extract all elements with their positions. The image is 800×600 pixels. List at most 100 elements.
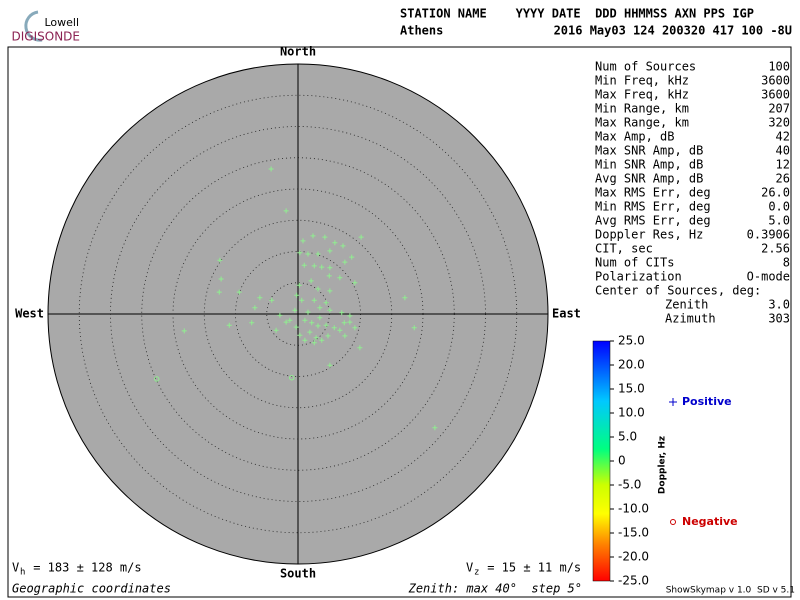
stat-value: 5.0 xyxy=(768,214,790,228)
source-point xyxy=(317,315,323,321)
source-point xyxy=(332,240,338,246)
source-point xyxy=(311,340,317,346)
source-point xyxy=(432,425,438,431)
colorbar-tick-label: 25.0 xyxy=(618,334,645,348)
coords-label: Geographic coordinates xyxy=(12,582,171,596)
version: ShowSkymap v 1.0 SD v 5.1 xyxy=(666,586,795,596)
stat-value: 3600 xyxy=(761,88,790,102)
stat-label: Num of Sources xyxy=(595,60,696,74)
center-label: Center of Sources, deg: xyxy=(595,284,761,298)
source-point xyxy=(357,345,363,351)
colorbar-tick-label: 5.0 xyxy=(618,430,637,444)
source-point xyxy=(292,307,298,313)
source-point xyxy=(297,332,303,338)
source-point xyxy=(268,166,274,172)
source-point xyxy=(337,327,343,333)
center-azimuth: 303 xyxy=(768,312,790,326)
legend-entry: Negative xyxy=(682,515,738,528)
source-point xyxy=(411,325,417,331)
legend-marker xyxy=(669,398,677,406)
colorbar-tick-label: 15.0 xyxy=(618,382,645,396)
source-point xyxy=(307,329,313,335)
source-point xyxy=(181,328,187,334)
stat-value: 40 xyxy=(776,144,790,158)
stat-value: 0.3906 xyxy=(747,228,790,242)
stat-label: Max RMS Err, deg xyxy=(595,186,711,200)
stat-label: Min Freq, kHz xyxy=(595,74,689,88)
source-point xyxy=(236,289,242,295)
stat-label: Doppler Res, Hz xyxy=(595,228,703,242)
vz-text: = 15 ± 11 m/s xyxy=(480,561,581,575)
dir-south: South xyxy=(280,567,316,581)
source-point xyxy=(294,292,300,298)
header-values: 2016 May03 124 200320 417 100 -8U xyxy=(554,24,792,38)
vz-v: V xyxy=(466,561,473,575)
source-point xyxy=(302,337,308,343)
source-point xyxy=(273,327,279,333)
colorbar-tick-label: -5.0 xyxy=(618,478,641,492)
source-point xyxy=(315,251,321,257)
legend-marker xyxy=(670,519,676,525)
dir-west: West xyxy=(15,307,44,321)
source-point xyxy=(311,263,317,269)
source-point xyxy=(313,335,319,341)
source-point xyxy=(339,310,345,316)
colorbar-tick-label: -20.0 xyxy=(618,550,649,564)
stat-label: Max Range, km xyxy=(595,116,689,130)
stat-label: Min SNR Amp, dB xyxy=(595,158,703,172)
center-zenith-label: Zenith xyxy=(665,298,708,312)
source-point xyxy=(342,333,348,339)
stat-label: Avg SNR Amp, dB xyxy=(595,172,703,186)
source-point xyxy=(322,234,328,240)
source-point xyxy=(319,337,325,343)
source-point xyxy=(308,278,314,284)
stat-label: CIT, sec xyxy=(595,242,653,256)
source-point xyxy=(323,322,329,328)
source-point xyxy=(296,282,302,288)
source-point xyxy=(349,254,355,260)
vh-text: = 183 ± 128 m/s xyxy=(26,561,142,575)
source-point xyxy=(252,305,258,311)
stat-value: 8 xyxy=(783,256,790,270)
stat-value: O-mode xyxy=(747,270,790,284)
stat-value: 42 xyxy=(776,130,790,144)
source-point xyxy=(337,275,343,281)
dir-north: North xyxy=(280,45,316,59)
colorbar-tick-label: 0 xyxy=(618,454,626,468)
stat-value: 26 xyxy=(776,172,790,186)
source-point xyxy=(154,376,160,382)
stat-value: 0.0 xyxy=(768,200,790,214)
stat-label: Max Amp, dB xyxy=(595,130,674,144)
source-point xyxy=(327,307,333,313)
source-point xyxy=(311,297,317,303)
source-point xyxy=(302,317,308,323)
logo-top: Lowell xyxy=(44,16,79,29)
source-point xyxy=(217,257,223,263)
source-point xyxy=(342,259,348,265)
stat-label: Avg RMS Err, deg xyxy=(595,214,711,228)
source-point xyxy=(293,324,299,330)
source-point xyxy=(323,300,329,306)
center-azimuth-label: Azimuth xyxy=(665,312,716,326)
source-point xyxy=(341,320,347,326)
colorbar-tick-label: -15.0 xyxy=(618,526,649,540)
stat-value: 320 xyxy=(768,116,790,130)
vh-v: V xyxy=(12,561,19,575)
source-point xyxy=(402,295,408,301)
source-point xyxy=(327,248,333,254)
dir-east: East xyxy=(552,307,581,321)
vz-sub: z xyxy=(474,568,479,578)
frame xyxy=(7,46,792,598)
source-point xyxy=(300,238,306,244)
source-point xyxy=(327,288,333,294)
source-point xyxy=(310,233,316,239)
stat-label: Max SNR Amp, dB xyxy=(595,144,703,158)
source-point xyxy=(358,234,364,240)
source-point xyxy=(352,280,358,286)
source-point xyxy=(249,320,255,326)
source-point xyxy=(315,323,321,329)
source-point xyxy=(317,305,323,311)
logo-arc xyxy=(24,10,43,42)
